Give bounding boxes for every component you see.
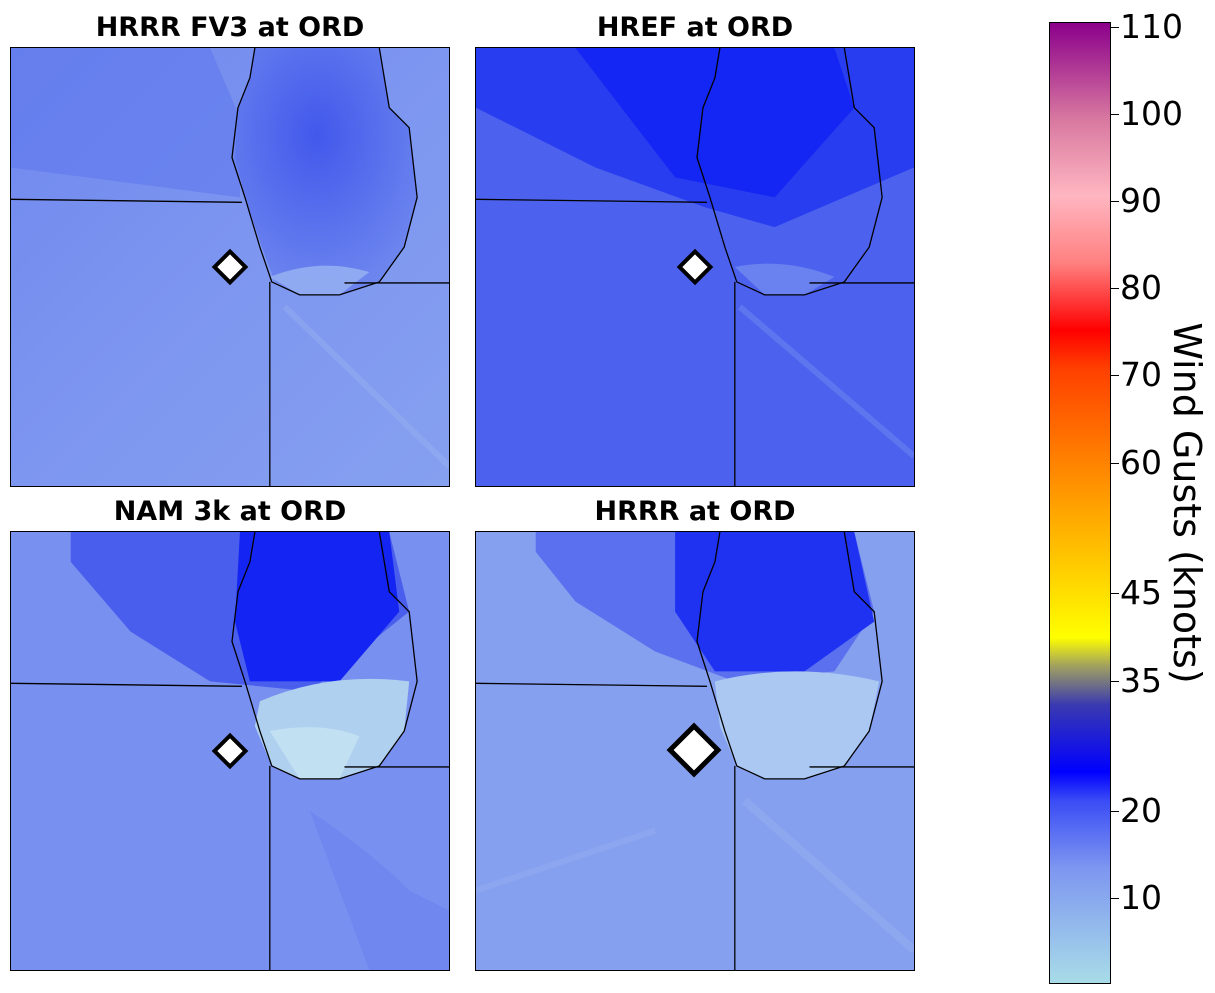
colorbar-tick (1111, 898, 1119, 899)
colorbar-label: Wind Gusts (knots) (1165, 322, 1209, 684)
ord-diamond-marker (211, 732, 249, 770)
colorbar-tick-label: 10 (1120, 878, 1162, 917)
colorbar-tick-label: 80 (1120, 268, 1162, 307)
colorbar-tick (1111, 593, 1119, 594)
colorbar-tick-label: 100 (1120, 94, 1183, 133)
map-hrrr-fv3 (10, 47, 450, 487)
colorbar (1049, 22, 1111, 984)
panel-title-hrrr: HRRR at ORD (594, 496, 796, 527)
panel-title-nam-3k: NAM 3k at ORD (113, 496, 347, 527)
colorbar-tick (1111, 201, 1119, 202)
ord-diamond-marker (666, 722, 722, 778)
ord-diamond-marker (676, 248, 714, 286)
map-nam-3k (10, 531, 450, 971)
ord-diamond-marker (211, 248, 249, 286)
panel-title-href: HREF at ORD (596, 12, 794, 43)
colorbar-tick (1111, 27, 1119, 28)
colorbar-tick (1111, 375, 1119, 376)
colorbar-tick-label: 45 (1120, 573, 1162, 612)
colorbar-tick (1111, 811, 1119, 812)
colorbar-tick (1111, 114, 1119, 115)
colorbar-tick-label: 20 (1120, 791, 1162, 830)
colorbar-tick (1111, 288, 1119, 289)
colorbar-tick-label: 110 (1120, 7, 1183, 46)
colorbar-tick-label: 70 (1120, 355, 1162, 394)
colorbar-tick-label: 90 (1120, 181, 1162, 220)
colorbar-tick-label: 60 (1120, 443, 1162, 482)
colorbar-tick-label: 35 (1120, 661, 1162, 700)
map-hrrr (475, 531, 915, 971)
colorbar-tick (1111, 681, 1119, 682)
panel-title-hrrr-fv3: HRRR FV3 at ORD (95, 12, 365, 43)
map-href (475, 47, 915, 487)
colorbar-tick (1111, 463, 1119, 464)
